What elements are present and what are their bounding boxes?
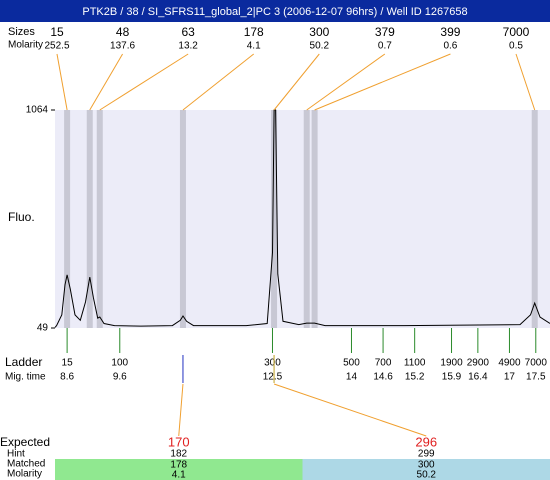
- peak-connector: [56, 53, 68, 111]
- expected-row-label: Hint: [7, 449, 25, 460]
- expected-size: 170: [168, 434, 190, 449]
- peak-band: [303, 110, 310, 328]
- plot-area: [55, 110, 550, 328]
- peaks-row-label: Molarity: [8, 40, 43, 51]
- peak-size: 300: [309, 25, 329, 39]
- ladder-size: 1100: [404, 358, 426, 369]
- molarity: 4.1: [172, 470, 186, 480]
- ladder-time: 15.2: [405, 372, 425, 383]
- molarity: 50.2: [417, 470, 437, 480]
- ladder-time: 15.9: [442, 372, 462, 383]
- peak-molarity: 137.6: [110, 41, 135, 52]
- ladder-size: 15: [62, 358, 74, 369]
- matched: 300: [418, 460, 435, 471]
- peak-size: 178: [244, 25, 264, 39]
- ladder-time: 12.5: [263, 372, 283, 383]
- peak-band: [271, 110, 278, 328]
- expected-band: [302, 459, 550, 480]
- ladder-time: 17: [504, 372, 516, 383]
- peak-band: [96, 110, 103, 328]
- expected-size: 296: [415, 434, 437, 449]
- peak-size: 379: [375, 25, 395, 39]
- peak-size: 48: [116, 25, 130, 39]
- peaks-row-label: Sizes: [8, 26, 35, 38]
- peak-molarity: 252.5: [44, 41, 69, 52]
- peak-size: 7000: [503, 25, 530, 39]
- title-bar: [0, 0, 550, 22]
- peak-connector: [99, 53, 189, 111]
- peak-connector: [515, 53, 536, 111]
- ladder-size: 700: [375, 358, 392, 369]
- trace: [54, 109, 550, 328]
- expected-row-label: Molarity: [7, 469, 42, 480]
- ladder-time: 17.5: [526, 372, 546, 383]
- y-tick-label: 1064: [26, 105, 49, 116]
- ladder-label: Mig. time: [5, 372, 46, 383]
- expected-connector: [178, 383, 184, 437]
- peak-band: [86, 110, 93, 328]
- peak-size: 399: [440, 25, 460, 39]
- ladder-size: 1900: [440, 358, 463, 369]
- expected-band: [55, 459, 303, 480]
- y-tick-label: 49: [37, 323, 49, 334]
- ladder-size: 7000: [525, 358, 548, 369]
- peak-connector: [182, 53, 255, 111]
- peak-size: 63: [181, 25, 195, 39]
- ladder-size: 2900: [467, 358, 490, 369]
- ladder-time: 9.6: [113, 372, 127, 383]
- ladder-time: 14: [346, 372, 358, 383]
- peak-connector: [89, 53, 124, 111]
- peak-connector: [306, 53, 386, 111]
- title: PTK2B / 38 / SI_SFRS11_global_2|PC 3 (20…: [82, 6, 467, 18]
- ladder-time: 8.6: [60, 372, 74, 383]
- expected-connector: [273, 383, 427, 437]
- peak-molarity: 13.2: [178, 41, 198, 52]
- peak-size: 15: [50, 25, 64, 39]
- peak-molarity: 4.1: [247, 41, 261, 52]
- expected-row-label: Matched: [7, 459, 45, 470]
- peak-molarity: 0.5: [509, 41, 523, 52]
- ladder-label: Ladder: [5, 355, 42, 369]
- ladder-size: 100: [111, 358, 128, 369]
- expected-label: Expected: [0, 435, 50, 449]
- peak-band: [64, 110, 71, 328]
- peak-band: [179, 110, 186, 328]
- ladder-time: 14.6: [373, 372, 393, 383]
- hint: 182: [170, 449, 187, 460]
- peak-molarity: 0.6: [443, 41, 457, 52]
- peak-connector: [314, 53, 451, 111]
- ladder-size: 4900: [498, 358, 521, 369]
- ladder-size: 300: [264, 358, 281, 369]
- peak-molarity: 50.2: [310, 41, 330, 52]
- ladder-time: 16.4: [468, 372, 488, 383]
- peak-molarity: 0.7: [378, 41, 392, 52]
- peak-band: [311, 110, 318, 328]
- y-axis-label: Fluo.: [8, 210, 35, 224]
- ladder-size: 500: [343, 358, 360, 369]
- peak-connector: [273, 53, 320, 111]
- hint: 299: [418, 449, 435, 460]
- peak-band: [531, 110, 538, 328]
- matched: 178: [170, 460, 187, 471]
